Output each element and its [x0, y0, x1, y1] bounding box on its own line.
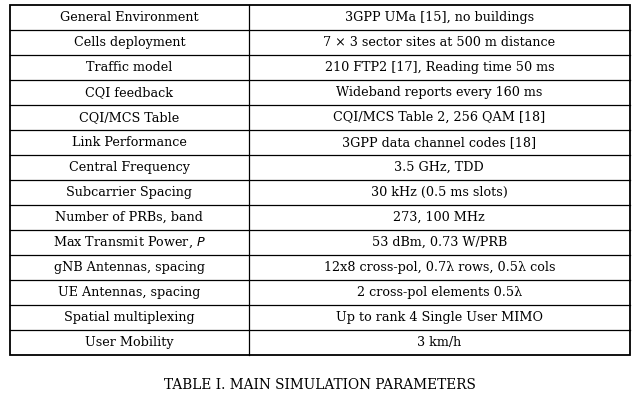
Text: UE Antennas, spacing: UE Antennas, spacing — [58, 286, 200, 299]
Text: CQI/MCS Table: CQI/MCS Table — [79, 111, 179, 124]
Text: 3GPP data channel codes [18]: 3GPP data channel codes [18] — [342, 136, 536, 149]
Text: 3 km/h: 3 km/h — [417, 336, 461, 349]
Text: 3.5 GHz, TDD: 3.5 GHz, TDD — [394, 161, 484, 174]
Text: CQI feedback: CQI feedback — [85, 86, 173, 99]
Text: Central Frequency: Central Frequency — [69, 161, 190, 174]
Text: 3GPP UMa [15], no buildings: 3GPP UMa [15], no buildings — [345, 11, 534, 24]
Text: User Mobility: User Mobility — [85, 336, 173, 349]
Text: Cells deployment: Cells deployment — [74, 36, 185, 49]
Bar — [10, 5, 630, 355]
Text: Wideband reports every 160 ms: Wideband reports every 160 ms — [336, 86, 543, 99]
Text: 210 FTP2 [17], Reading time 50 ms: 210 FTP2 [17], Reading time 50 ms — [324, 61, 554, 74]
Text: TABLE I. MAIN SIMULATION PARAMETERS: TABLE I. MAIN SIMULATION PARAMETERS — [164, 378, 476, 392]
Text: 7 × 3 sector sites at 500 m distance: 7 × 3 sector sites at 500 m distance — [323, 36, 556, 49]
Text: Max Transmit Power, $\mathit{P}$: Max Transmit Power, $\mathit{P}$ — [53, 235, 205, 250]
Text: 53 dBm, 0.73 W/PRB: 53 dBm, 0.73 W/PRB — [372, 236, 507, 249]
Text: Number of PRBs, band: Number of PRBs, band — [56, 211, 204, 224]
Text: Spatial multiplexing: Spatial multiplexing — [64, 311, 195, 324]
Text: 30 kHz (0.5 ms slots): 30 kHz (0.5 ms slots) — [371, 186, 508, 199]
Text: gNB Antennas, spacing: gNB Antennas, spacing — [54, 261, 205, 274]
Text: General Environment: General Environment — [60, 11, 198, 24]
Text: Traffic model: Traffic model — [86, 61, 173, 74]
Text: Subcarrier Spacing: Subcarrier Spacing — [67, 186, 193, 199]
Text: CQI/MCS Table 2, 256 QAM [18]: CQI/MCS Table 2, 256 QAM [18] — [333, 111, 545, 124]
Text: Link Performance: Link Performance — [72, 136, 187, 149]
Text: 2 cross-pol elements 0.5λ: 2 cross-pol elements 0.5λ — [356, 286, 522, 299]
Text: 273, 100 MHz: 273, 100 MHz — [394, 211, 485, 224]
Text: Up to rank 4 Single User MIMO: Up to rank 4 Single User MIMO — [336, 311, 543, 324]
Text: 12x8 cross-pol, 0.7λ rows, 0.5λ cols: 12x8 cross-pol, 0.7λ rows, 0.5λ cols — [324, 261, 555, 274]
